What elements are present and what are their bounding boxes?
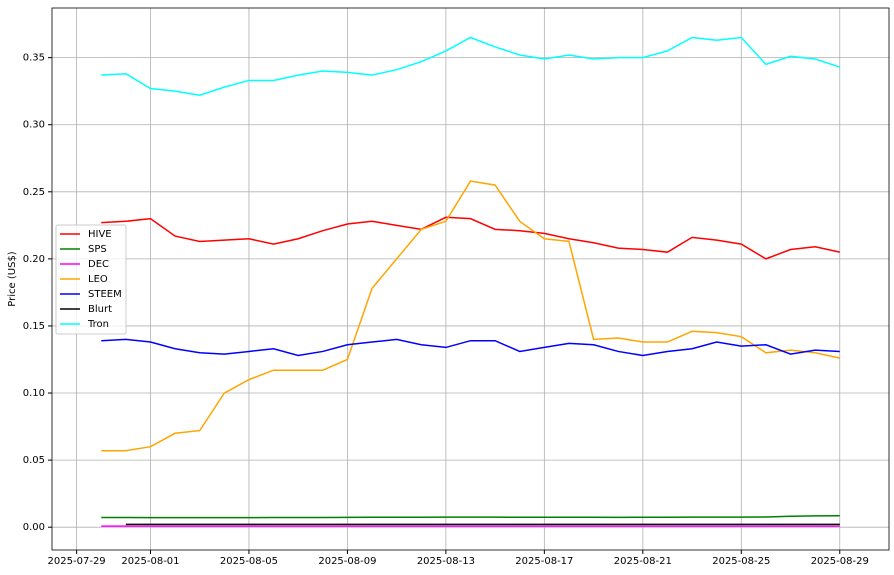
x-tick-label: 2025-08-29 <box>811 556 869 567</box>
legend-label: DEC <box>88 259 109 270</box>
y-tick-label: 0.10 <box>23 388 45 399</box>
y-tick-label: 0.15 <box>23 321 45 332</box>
line-series <box>101 216 840 260</box>
y-tick-label: 0.00 <box>23 522 45 533</box>
y-tick-label: 0.20 <box>23 254 45 265</box>
y-tick-label: 0.25 <box>23 187 45 198</box>
x-tick-label: 2025-08-17 <box>515 556 573 567</box>
legend-label: STEEM <box>88 289 122 300</box>
y-tick-label: 0.05 <box>23 455 45 466</box>
line-series <box>101 36 840 96</box>
legend: HIVE SPS DEC LEO STEEM Blurt Tron <box>55 224 127 335</box>
legend-label: LEO <box>88 274 108 285</box>
legend-label: Blurt <box>88 304 112 315</box>
line-series <box>101 338 840 357</box>
y-axis-label: Price (US$) <box>7 251 18 307</box>
x-tick-label: 2025-08-01 <box>121 556 179 567</box>
y-tick-label: 0.30 <box>23 120 45 131</box>
x-tick-label: 2025-07-29 <box>48 556 106 567</box>
legend-label: HIVE <box>88 229 112 240</box>
legend-label: Tron <box>87 319 109 330</box>
line-series <box>101 180 840 452</box>
x-tick-label: 2025-08-09 <box>318 556 376 567</box>
x-tick-label: 2025-08-13 <box>417 556 475 567</box>
legend-label: SPS <box>88 244 107 255</box>
x-tick-label: 2025-08-25 <box>712 556 770 567</box>
y-tick-label: 0.35 <box>23 53 45 64</box>
plot-frame <box>51 7 890 551</box>
legend-box <box>55 224 127 335</box>
line-series <box>101 515 840 519</box>
x-tick-label: 2025-08-05 <box>220 556 278 567</box>
x-tick-label: 2025-08-21 <box>614 556 672 567</box>
